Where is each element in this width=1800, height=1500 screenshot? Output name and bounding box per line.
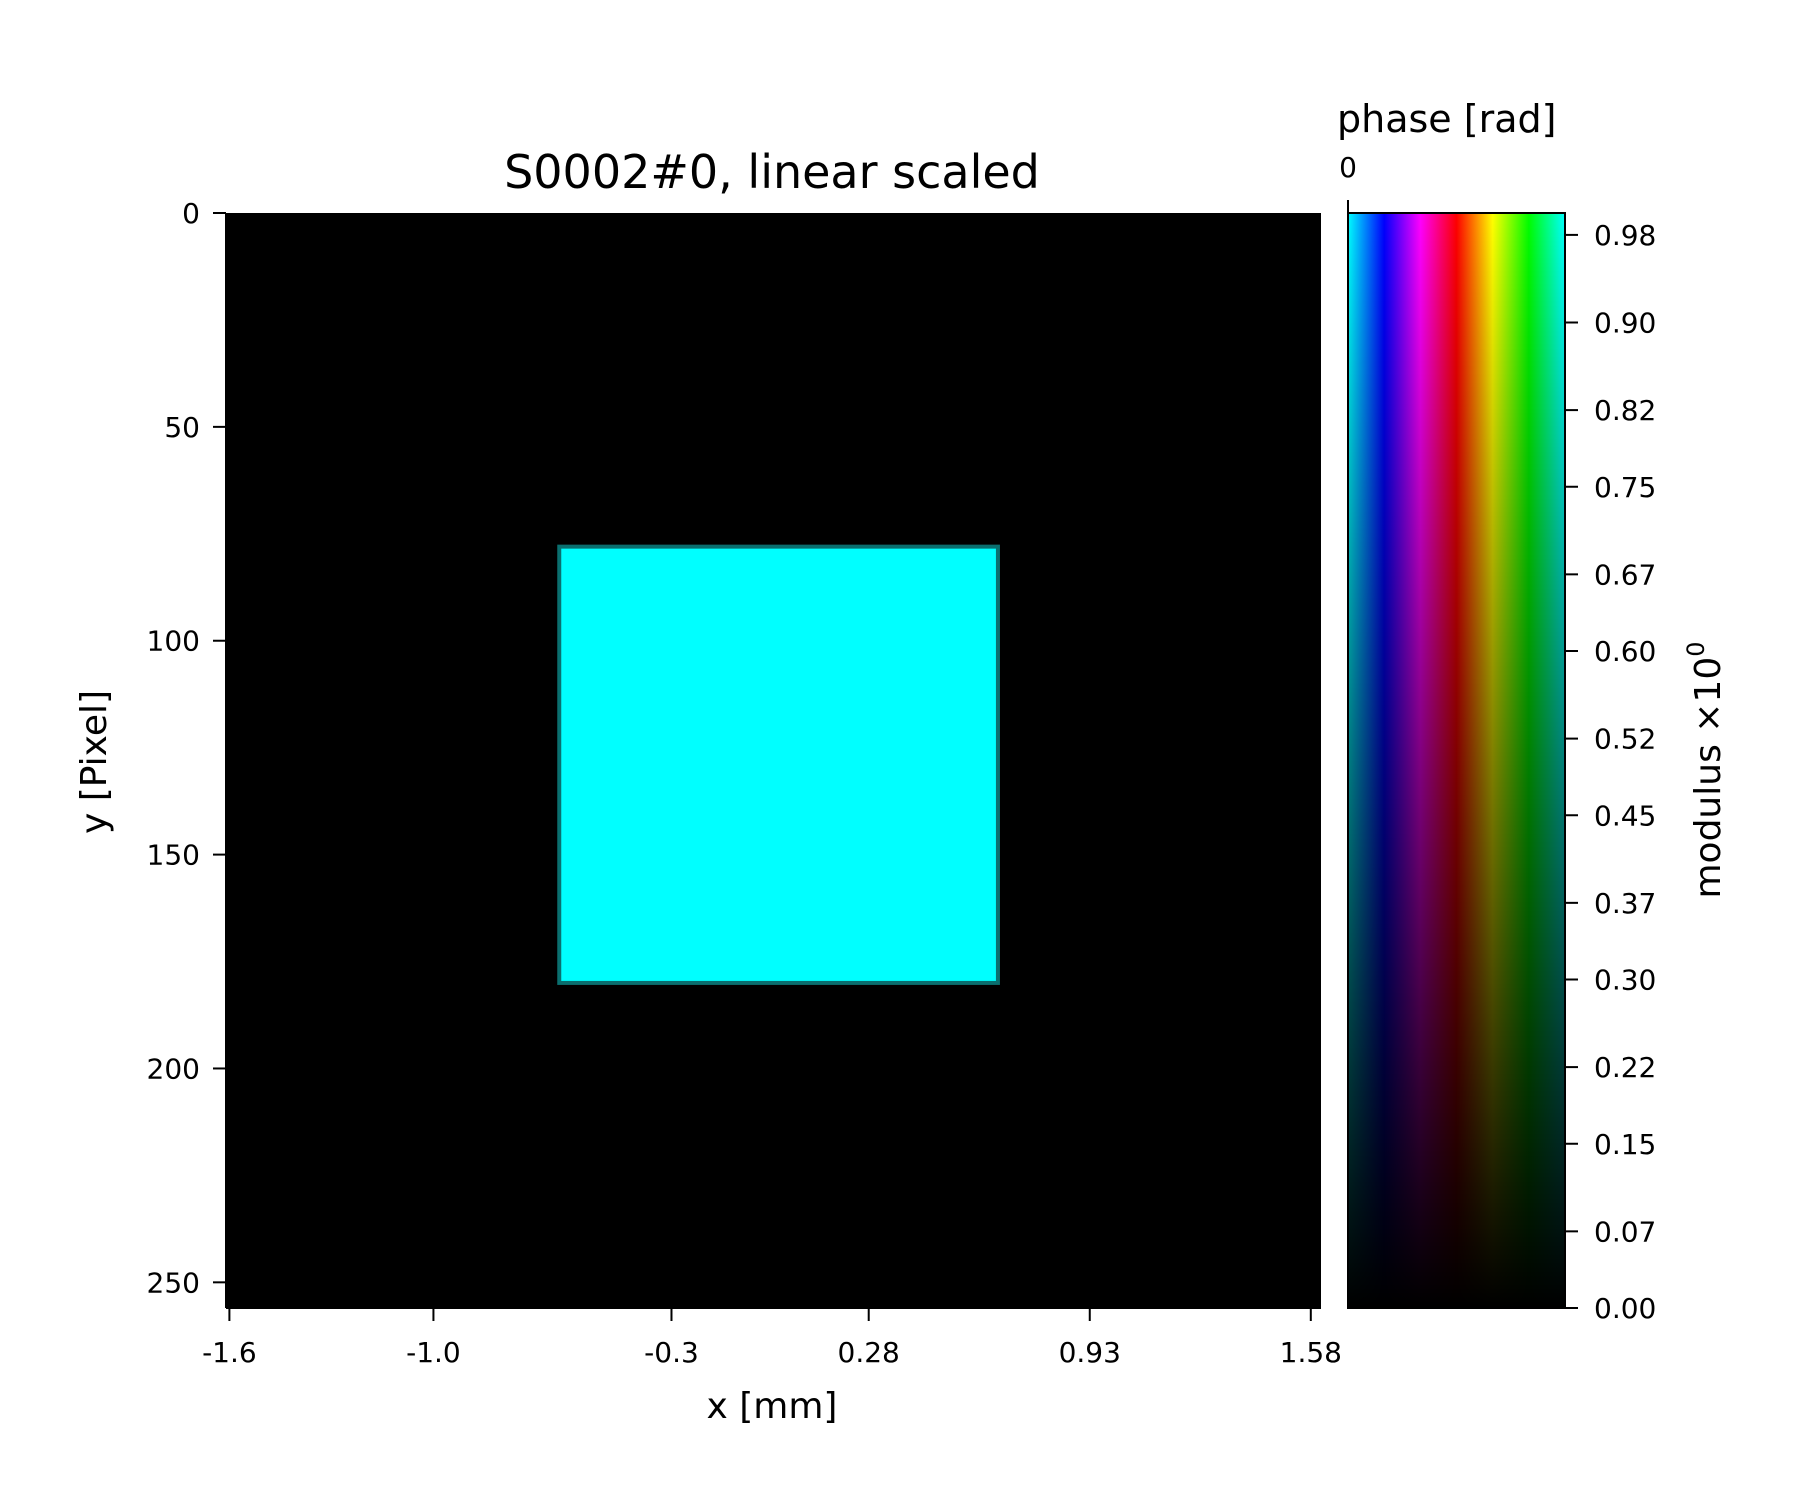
colorbar-tick-label: 0.45 (1594, 799, 1656, 832)
y-tick-label: 150 (147, 839, 200, 872)
colorbar-tick-label: 0.37 (1594, 887, 1656, 920)
colorbar-tick-label: 0.07 (1594, 1215, 1656, 1248)
colorbar-top-tick-label: 0 (1339, 151, 1357, 184)
colorbar-tick-label: 0.82 (1594, 394, 1656, 427)
colorbar-tick-label: 0.15 (1594, 1128, 1656, 1161)
x-tick-label: -1.6 (202, 1336, 257, 1369)
x-tick-label: 0.28 (838, 1336, 900, 1369)
y-tick-label: 250 (147, 1266, 200, 1299)
colorbar-label-text: modulus ×10 (1688, 657, 1729, 899)
colorbar-tick-label: 0.98 (1594, 219, 1656, 252)
colorbar-label-exponent: 0 (1682, 641, 1710, 656)
x-axis-ticks: -1.6 -1.0 -0.3 0.28 0.93 1.58 (202, 1308, 1342, 1369)
colorbar-label: modulus ×100 (1682, 641, 1729, 898)
x-tick-label: 0.93 (1059, 1336, 1121, 1369)
colorbar-tick-label: 0.22 (1594, 1051, 1656, 1084)
colorbar-tick-label: 0.30 (1594, 964, 1656, 997)
colorbar-tick-label: 0.00 (1594, 1292, 1656, 1325)
colorbar-ticks: 0.98 0.90 0.82 0.75 0.67 0.60 0.52 0.45 0.37 0.30… (1565, 219, 1656, 1325)
x-tick-label: 1.58 (1280, 1336, 1342, 1369)
svg-text:modulus ×100: modulus ×100 (1682, 641, 1729, 898)
y-tick-label: 100 (147, 625, 200, 658)
y-axis-label: y [Pixel] (74, 690, 115, 834)
heatmap-square-region (557, 544, 1000, 985)
colorbar-tick-label: 0.67 (1594, 558, 1656, 591)
y-axis-ticks: 0 50 100 150 200 250 (147, 197, 226, 1299)
plot-title: S0002#0, linear scaled (504, 145, 1040, 199)
x-tick-label: -0.3 (644, 1336, 699, 1369)
colorbar-title: phase [rad] (1337, 97, 1556, 141)
x-axis-label: x [mm] (707, 1386, 838, 1427)
y-tick-label: 0 (182, 197, 200, 230)
colorbar-tick-label: 0.90 (1594, 307, 1656, 340)
y-tick-label: 50 (164, 411, 200, 444)
colorbar-tick-label: 0.52 (1594, 723, 1656, 756)
colorbar-tick-label: 0.75 (1594, 471, 1656, 504)
y-tick-label: 200 (147, 1052, 200, 1085)
colorbar-modulus-shading (1348, 213, 1565, 1308)
x-tick-label: -1.0 (406, 1336, 461, 1369)
colorbar-tick-label: 0.60 (1594, 635, 1656, 668)
colorbar-frame (1347, 212, 1566, 1309)
